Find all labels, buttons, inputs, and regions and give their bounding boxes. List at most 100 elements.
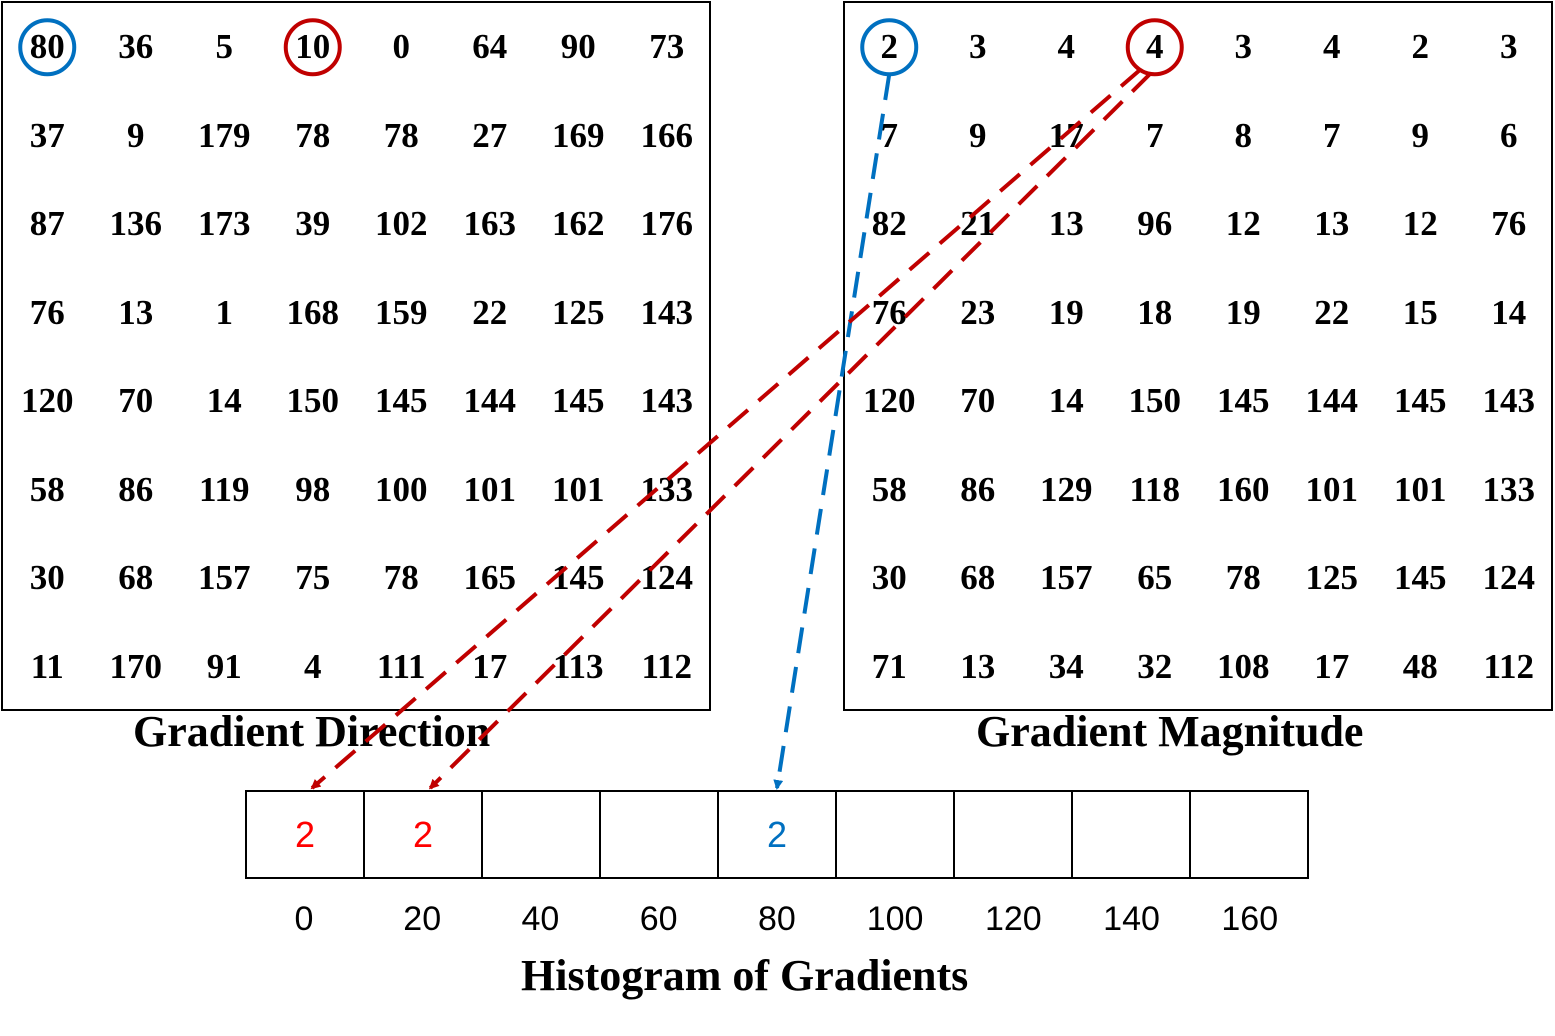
direction-cell: 22	[472, 292, 508, 332]
direction-cell: 102	[375, 204, 428, 244]
magnitude-cell: 6	[1500, 115, 1518, 155]
direction-cell: 133	[640, 469, 694, 509]
histogram-bin-label: 20	[403, 900, 442, 938]
gradient-direction-title: Gradient Direction	[133, 707, 491, 756]
magnitude-cell: 19	[1225, 292, 1261, 332]
magnitude-cell: 101	[1394, 469, 1447, 509]
histogram-bin-label: 80	[757, 900, 796, 938]
magnitude-cell: 13	[960, 646, 996, 686]
direction-cell: 113	[552, 646, 604, 686]
magnitude-cell: 125	[1305, 558, 1359, 598]
magnitude-cell: 120	[863, 381, 916, 421]
histogram-bin: 2	[247, 792, 365, 877]
magnitude-cell: 101	[1305, 469, 1359, 509]
direction-cell: 0	[392, 27, 411, 67]
direction-cell: 157	[198, 558, 251, 598]
magnitude-cell: 8	[1234, 115, 1253, 155]
histogram-bin	[955, 792, 1073, 877]
magnitude-cell: 14	[1048, 381, 1084, 421]
direction-cell: 173	[198, 204, 251, 244]
magnitude-cell: 133	[1482, 469, 1536, 509]
direction-cell: 143	[640, 381, 694, 421]
direction-cell: 165	[463, 558, 517, 598]
magnitude-cell: 4	[1146, 27, 1164, 67]
magnitude-cell: 7	[880, 115, 899, 155]
direction-cell: 145	[552, 558, 605, 598]
direction-cell: 36	[118, 27, 154, 67]
direction-cell: 11	[30, 646, 64, 686]
direction-cell: 78	[383, 558, 419, 598]
magnitude-cell: 21	[960, 204, 996, 244]
direction-cell: 13	[118, 292, 154, 332]
direction-cell: 27	[472, 115, 508, 155]
magnitude-cell: 22	[1314, 292, 1350, 332]
magnitude-cell: 108	[1217, 646, 1270, 686]
magnitude-cell: 157	[1040, 558, 1093, 598]
direction-cell: 9	[127, 115, 145, 155]
direction-cell: 91	[206, 646, 242, 686]
histogram-bin	[1073, 792, 1191, 877]
direction-cell: 17	[472, 646, 508, 686]
direction-cell: 162	[552, 204, 605, 244]
direction-cell: 163	[463, 204, 517, 244]
direction-cell: 73	[649, 27, 685, 67]
direction-cell: 120	[21, 381, 74, 421]
histogram-bin-label: 100	[866, 900, 924, 938]
direction-cell: 4	[304, 646, 322, 686]
direction-cell: 80	[29, 27, 65, 67]
gradient-magnitude-title: Gradient Magnitude	[976, 707, 1364, 756]
magnitude-cell: 32	[1137, 646, 1173, 686]
magnitude-cell: 124	[1482, 558, 1536, 598]
magnitude-cell: 65	[1137, 558, 1173, 598]
histogram-bins: 2 2 2	[245, 790, 1309, 879]
direction-cell: 76	[29, 292, 65, 332]
magnitude-cell: 129	[1040, 469, 1093, 509]
magnitude-cell: 12	[1225, 204, 1261, 244]
magnitude-cell: 13	[1048, 204, 1084, 244]
histogram-bin-label: 40	[521, 900, 560, 938]
histogram-bin	[837, 792, 955, 877]
magnitude-cell: 144	[1305, 381, 1359, 421]
direction-cell: 111	[376, 646, 426, 686]
histogram-bin-value: 2	[294, 813, 316, 855]
magnitude-cell: 145	[1394, 558, 1447, 598]
direction-cell: 75	[295, 558, 331, 598]
magnitude-cell: 3	[969, 27, 987, 67]
magnitude-cell: 30	[871, 558, 907, 598]
direction-cell: 124	[640, 558, 694, 598]
direction-cell: 168	[286, 292, 340, 332]
direction-cell: 98	[295, 469, 331, 509]
direction-cell: 5	[215, 27, 234, 67]
histogram-bin: 2	[719, 792, 837, 877]
magnitude-cell: 19	[1048, 292, 1084, 332]
histogram-bin-label: 140	[1103, 900, 1160, 938]
direction-cell: 166	[640, 115, 694, 155]
magnitude-cell: 2	[880, 27, 899, 67]
magnitude-cell: 76	[871, 292, 907, 332]
direction-cell: 150	[286, 381, 340, 421]
magnitude-cell: 2	[1411, 27, 1430, 67]
direction-cell: 101	[552, 469, 605, 509]
magnitude-cell: 3	[1500, 27, 1518, 67]
magnitude-cell: 15	[1402, 292, 1438, 332]
magnitude-cell: 78	[1225, 558, 1261, 598]
magnitude-cell: 150	[1128, 381, 1182, 421]
direction-cell: 145	[552, 381, 605, 421]
magnitude-cell: 76	[1491, 204, 1527, 244]
direction-cell: 68	[118, 558, 154, 598]
histogram-bin	[601, 792, 719, 877]
magnitude-cell: 48	[1402, 646, 1438, 686]
direction-cell: 100	[375, 469, 428, 509]
magnitude-cell: 4	[1323, 27, 1341, 67]
direction-cell: 87	[29, 204, 65, 244]
magnitude-cell: 14	[1491, 292, 1527, 332]
magnitude-cell: 18	[1137, 292, 1173, 332]
histogram-bin-value: 2	[412, 813, 434, 855]
magnitude-cell: 86	[960, 469, 996, 509]
direction-cell: 159	[375, 292, 428, 332]
direction-cell: 30	[29, 558, 65, 598]
magnitude-cell: 145	[1217, 381, 1270, 421]
magnitude-cell: 17	[1048, 115, 1084, 155]
magnitude-cell: 71	[871, 646, 907, 686]
magnitude-cell: 96	[1137, 204, 1173, 244]
